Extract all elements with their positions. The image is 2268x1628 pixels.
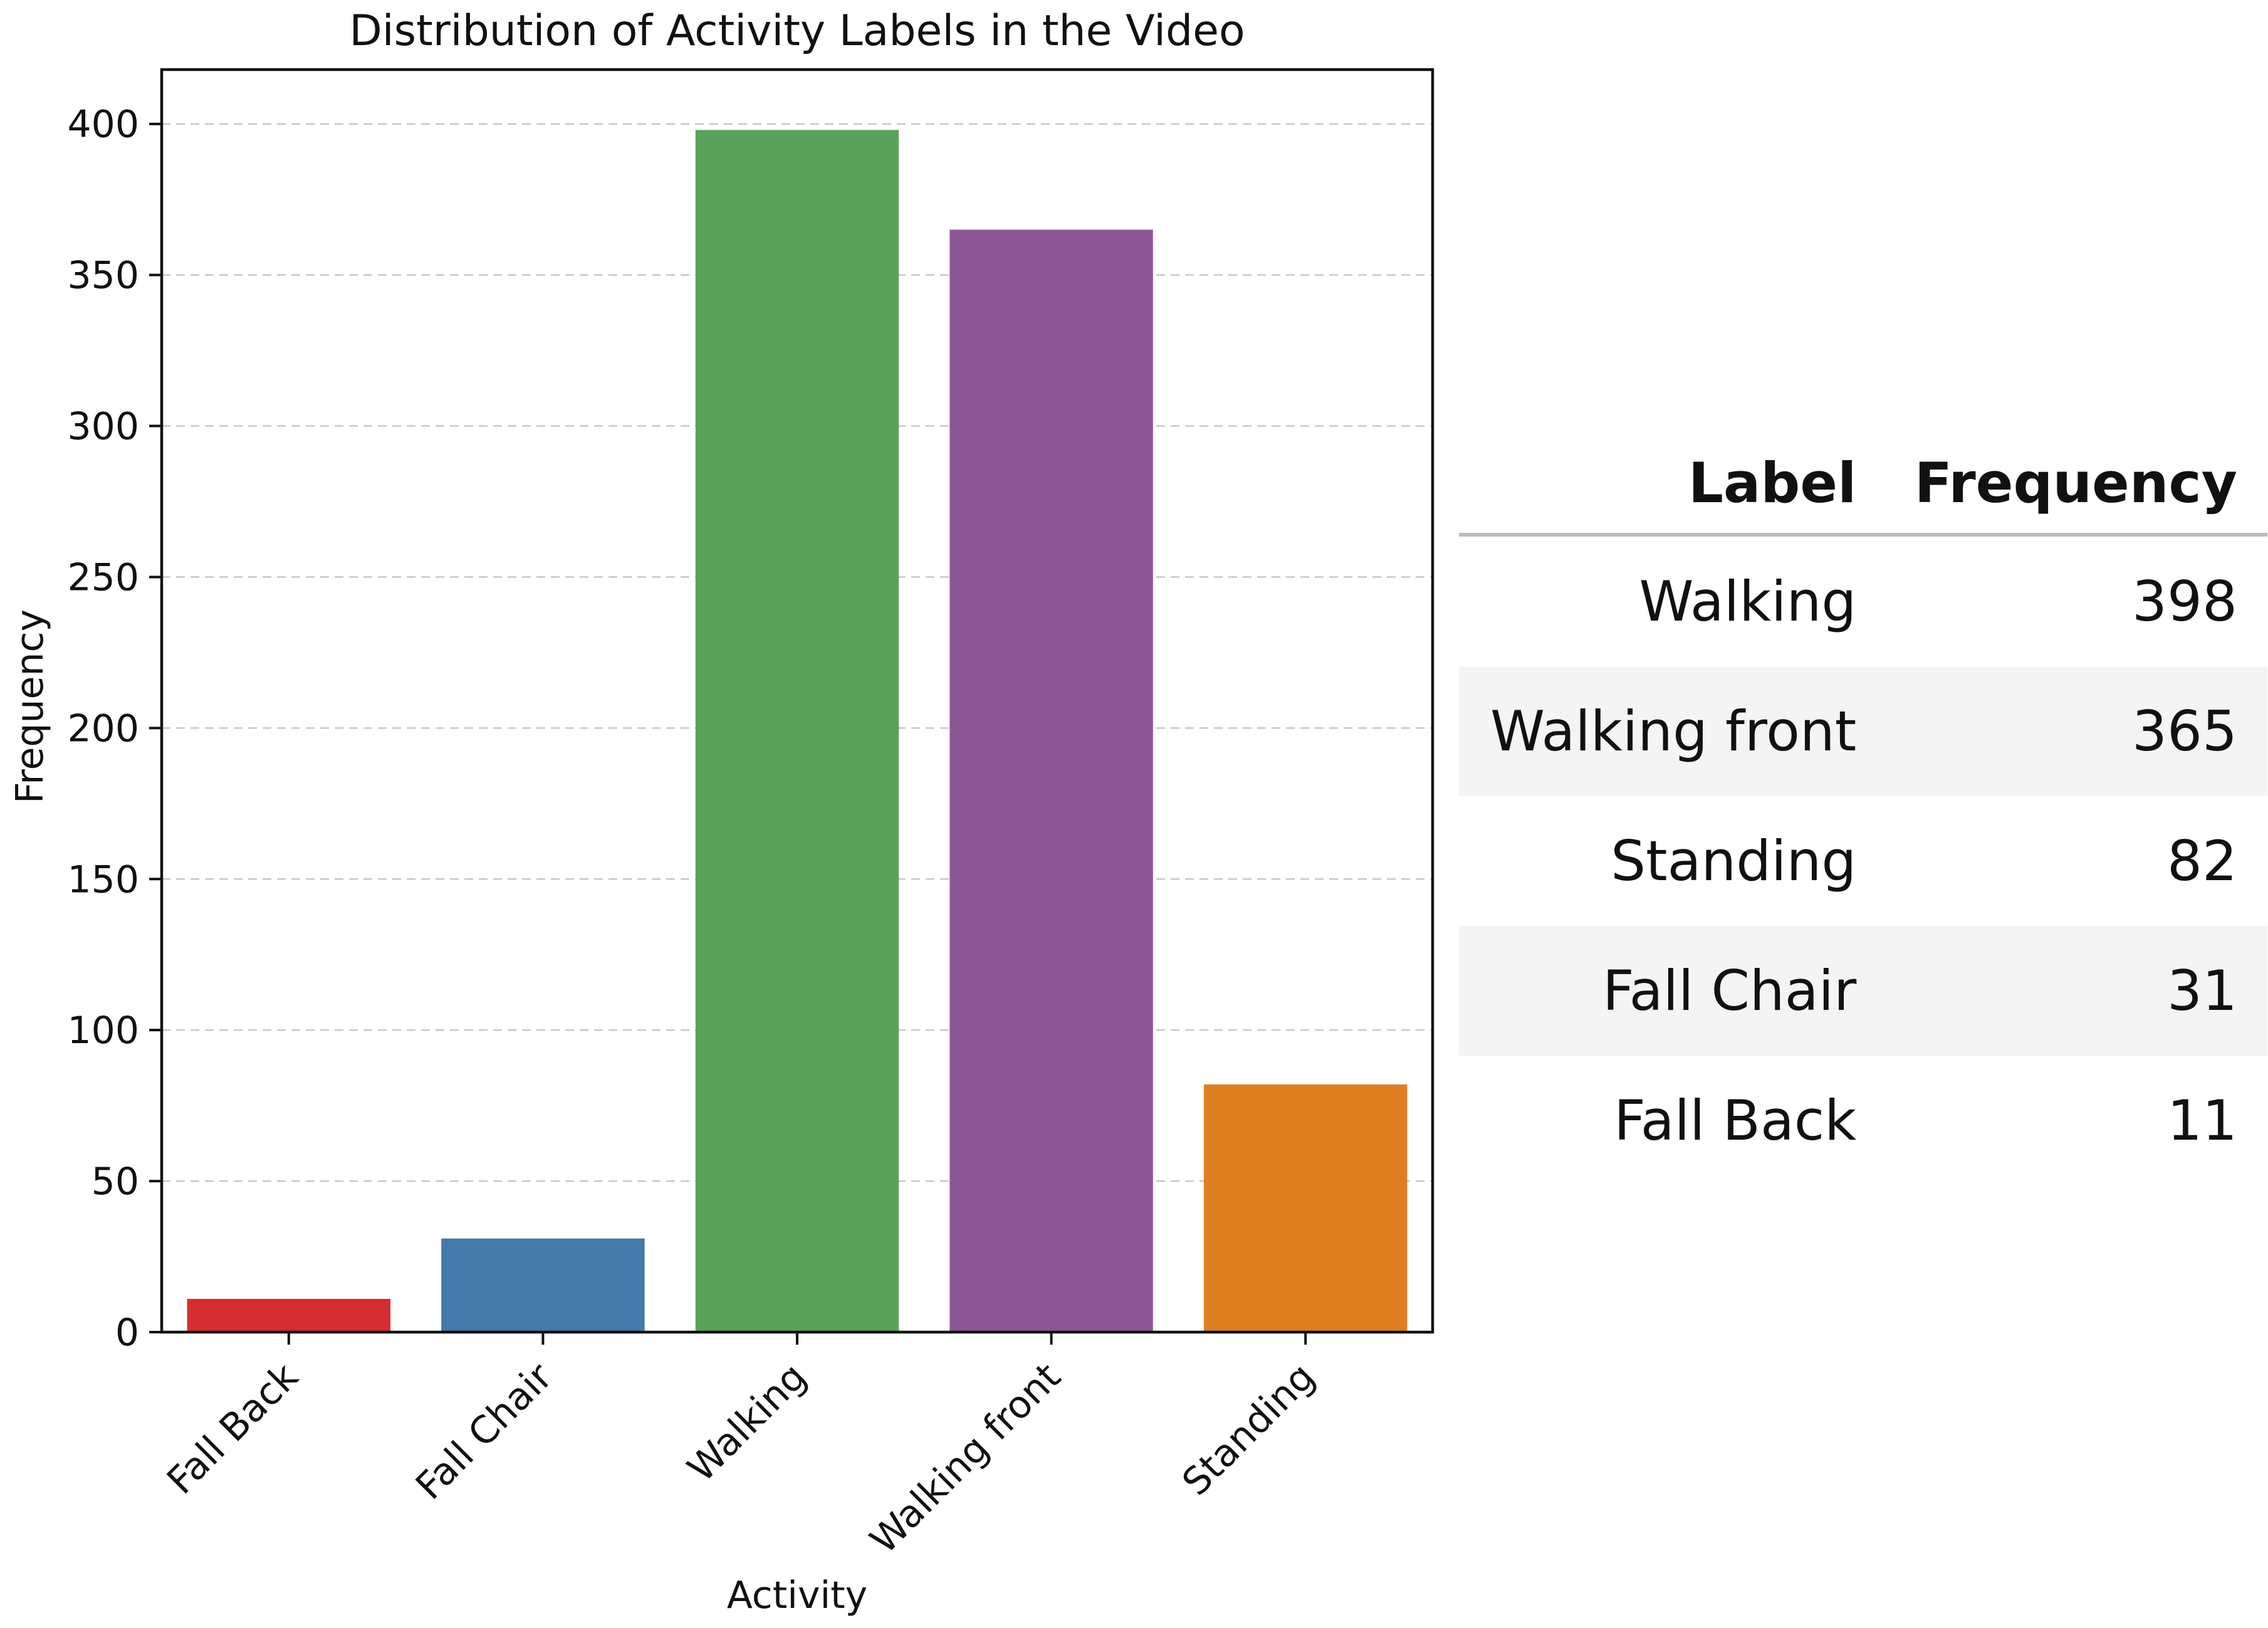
x-tick-label: Fall Back xyxy=(159,1355,306,1503)
y-axis-ticks: 0 50 100 150 200 250 300 350 400 xyxy=(67,103,162,1355)
frequency-table: Label Frequency Walking 398 Walking fron… xyxy=(1459,433,2267,1185)
bar-walking-front xyxy=(949,229,1153,1332)
bar-walking xyxy=(695,130,899,1332)
cell-label: Fall Chair xyxy=(1459,926,1887,1056)
bar-chart: 0 50 100 150 200 250 300 350 400 Fall Back Fall C… xyxy=(8,6,1434,1617)
y-axis-label: Frequency xyxy=(8,609,52,804)
cell-frequency: 398 xyxy=(2132,569,2237,634)
y-tick-label: 150 xyxy=(67,858,139,901)
table-row: Walking 398 xyxy=(1459,535,2267,666)
cell-label: Fall Back xyxy=(1614,1088,1857,1153)
bars xyxy=(187,130,1408,1332)
cell-label: Walking xyxy=(1639,569,1857,634)
x-axis-ticks: Fall Back Fall Chair Walking Walking front S… xyxy=(159,1332,1324,1562)
header-label: Label xyxy=(1459,433,1887,537)
y-tick-label: 50 xyxy=(91,1160,139,1204)
y-tick-label: 100 xyxy=(67,1009,139,1053)
bar-fall-chair xyxy=(441,1238,645,1332)
frequency-table-container: Label Frequency Walking 398 Walking fron… xyxy=(1459,433,2267,1185)
bar-fall-back xyxy=(187,1299,391,1332)
table-row: Standing 82 xyxy=(1459,796,2267,926)
y-tick-label: 250 xyxy=(67,555,139,599)
cell-frequency: 365 xyxy=(1886,666,2267,796)
y-tick-label: 300 xyxy=(67,405,139,449)
table-row: Fall Chair 31 xyxy=(1459,926,2267,1056)
y-tick-label: 200 xyxy=(67,706,139,750)
cell-label: Walking front xyxy=(1459,666,1887,796)
table-row: Fall Back 11 xyxy=(1459,1056,2267,1185)
x-axis-label: Activity xyxy=(727,1573,867,1617)
y-tick-label: 0 xyxy=(115,1311,139,1355)
y-tick-label: 400 xyxy=(67,103,139,147)
cell-frequency: 31 xyxy=(1886,926,2267,1056)
x-tick-label: Walking xyxy=(679,1355,815,1491)
x-tick-label: Standing xyxy=(1174,1355,1323,1504)
table-row: Walking front 365 xyxy=(1459,666,2267,796)
table-header-row: Label Frequency xyxy=(1459,433,2267,537)
chart-title: Distribution of Activity Labels in the V… xyxy=(349,6,1245,56)
cell-frequency: 11 xyxy=(2167,1088,2237,1153)
bar-standing xyxy=(1203,1084,1408,1332)
x-tick-label: Fall Chair xyxy=(407,1355,561,1508)
cell-label: Standing xyxy=(1611,829,1857,893)
x-tick-label: Walking front xyxy=(862,1355,1069,1562)
header-frequency: Frequency xyxy=(1886,433,2267,537)
cell-frequency: 82 xyxy=(2167,829,2237,893)
y-tick-label: 350 xyxy=(67,254,139,298)
